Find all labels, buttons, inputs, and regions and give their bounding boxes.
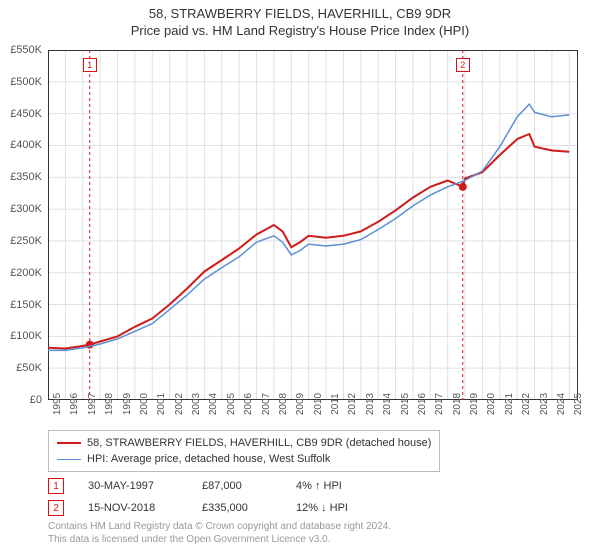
x-axis-label: 2007	[261, 393, 272, 415]
x-axis-label: 2008	[278, 393, 289, 415]
event-date-2: 15-NOV-2018	[88, 502, 178, 514]
y-axis-label: £50K	[16, 362, 42, 374]
y-axis-label: £100K	[10, 330, 42, 342]
event-row-1: 1 30-MAY-1997 £87,000 4% ↑ HPI	[48, 478, 376, 494]
event-marker-2: 2	[48, 500, 64, 516]
x-axis-label: 1995	[52, 393, 63, 415]
event-table: 1 30-MAY-1997 £87,000 4% ↑ HPI 2 15-NOV-…	[48, 478, 376, 522]
x-axis-label: 2009	[295, 393, 306, 415]
x-axis-label: 2006	[243, 393, 254, 415]
footer-line-1: Contains HM Land Registry data © Crown c…	[48, 520, 391, 533]
legend-swatch-1	[57, 442, 81, 444]
x-axis-label: 1998	[104, 393, 115, 415]
legend-swatch-2	[57, 459, 81, 460]
event-price-1: £87,000	[202, 480, 272, 492]
x-axis-label: 2019	[469, 393, 480, 415]
event-marker-1: 1	[48, 478, 64, 494]
y-axis-label: £500K	[10, 76, 42, 88]
chart-event-marker: 1	[83, 58, 97, 72]
x-axis-label: 2011	[330, 393, 341, 415]
event-delta-2: 12% ↓ HPI	[296, 502, 376, 514]
title-subtitle: Price paid vs. HM Land Registry's House …	[0, 23, 600, 38]
x-axis-label: 2001	[156, 393, 167, 415]
x-axis-label: 2018	[452, 393, 463, 415]
y-axis-label: £200K	[10, 267, 42, 279]
x-axis-label: 1996	[69, 393, 80, 415]
x-axis-label: 2016	[417, 393, 428, 415]
footer: Contains HM Land Registry data © Crown c…	[48, 520, 391, 546]
x-axis-label: 2012	[347, 393, 358, 415]
legend-label-1: 58, STRAWBERRY FIELDS, HAVERHILL, CB9 9D…	[87, 435, 431, 451]
title-block: 58, STRAWBERRY FIELDS, HAVERHILL, CB9 9D…	[0, 0, 600, 38]
x-axis-label: 2015	[400, 393, 411, 415]
event-delta-1: 4% ↑ HPI	[296, 480, 376, 492]
y-axis-label: £350K	[10, 171, 42, 183]
x-axis-label: 2005	[226, 393, 237, 415]
legend-item-series2: HPI: Average price, detached house, West…	[57, 451, 431, 467]
x-axis-label: 1997	[87, 393, 98, 415]
event-price-2: £335,000	[202, 502, 272, 514]
x-axis-label: 2000	[139, 393, 150, 415]
x-axis-label: 2004	[208, 393, 219, 415]
y-axis-label: £0	[30, 394, 42, 406]
x-axis-label: 2013	[365, 393, 376, 415]
footer-line-2: This data is licensed under the Open Gov…	[48, 533, 391, 546]
y-axis-label: £250K	[10, 235, 42, 247]
legend-item-series1: 58, STRAWBERRY FIELDS, HAVERHILL, CB9 9D…	[57, 435, 431, 451]
y-axis-label: £450K	[10, 108, 42, 120]
x-axis-label: 1999	[122, 393, 133, 415]
y-axis-label: £150K	[10, 299, 42, 311]
chart-svg	[48, 50, 578, 400]
title-address: 58, STRAWBERRY FIELDS, HAVERHILL, CB9 9D…	[0, 6, 600, 21]
legend-label-2: HPI: Average price, detached house, West…	[87, 451, 330, 467]
x-axis-label: 2002	[174, 393, 185, 415]
event-date-1: 30-MAY-1997	[88, 480, 178, 492]
x-axis-label: 2021	[504, 393, 515, 415]
x-axis-label: 2022	[521, 393, 532, 415]
x-axis-label: 2020	[486, 393, 497, 415]
x-axis-label: 2014	[382, 393, 393, 415]
chart-container: 58, STRAWBERRY FIELDS, HAVERHILL, CB9 9D…	[0, 0, 600, 560]
x-axis-label: 2017	[434, 393, 445, 415]
x-axis-label: 2024	[556, 393, 567, 415]
legend: 58, STRAWBERRY FIELDS, HAVERHILL, CB9 9D…	[48, 430, 440, 472]
x-axis-label: 2010	[313, 393, 324, 415]
y-axis-label: £550K	[10, 44, 42, 56]
event-row-2: 2 15-NOV-2018 £335,000 12% ↓ HPI	[48, 500, 376, 516]
x-axis-label: 2023	[539, 393, 550, 415]
y-axis-label: £300K	[10, 203, 42, 215]
x-axis-label: 2003	[191, 393, 202, 415]
chart-event-marker: 2	[456, 58, 470, 72]
chart-area: £0£50K£100K£150K£200K£250K£300K£350K£400…	[48, 50, 578, 400]
y-axis-label: £400K	[10, 139, 42, 151]
x-axis-label: 2025	[573, 393, 584, 415]
